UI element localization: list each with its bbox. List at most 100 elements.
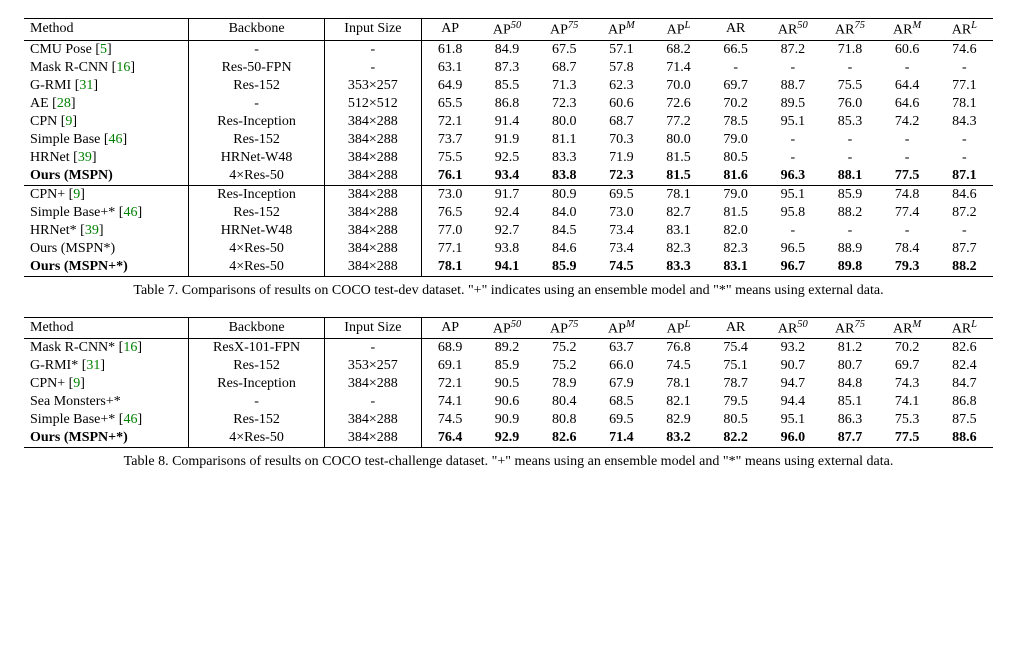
value-cell: 92.7: [478, 222, 535, 240]
value-cell: 80.4: [536, 393, 593, 411]
value-cell: 82.0: [707, 222, 764, 240]
value-cell: 81.5: [707, 204, 764, 222]
backbone-cell: Res-Inception: [189, 113, 325, 131]
column-header: Backbone: [189, 19, 325, 41]
column-header: AR: [707, 19, 764, 41]
value-cell: 74.8: [879, 185, 936, 204]
value-cell: 69.5: [593, 411, 650, 429]
value-cell: 80.0: [536, 113, 593, 131]
value-cell: 88.9: [821, 240, 878, 258]
value-cell: 74.2: [879, 113, 936, 131]
value-cell: 78.9: [536, 375, 593, 393]
value-cell: 94.7: [764, 375, 821, 393]
value-cell: 57.8: [593, 59, 650, 77]
value-cell: 68.2: [650, 40, 707, 59]
column-header: ARM: [879, 19, 936, 41]
value-cell: 70.3: [593, 131, 650, 149]
value-cell: 66.0: [593, 357, 650, 375]
value-cell: 63.7: [593, 339, 650, 358]
value-cell: 73.4: [593, 240, 650, 258]
value-cell: -: [936, 222, 993, 240]
value-cell: 81.6: [707, 167, 764, 186]
method-cell: Ours (MSPN): [24, 167, 189, 186]
value-cell: 70.2: [879, 339, 936, 358]
backbone-cell: Res-152: [189, 204, 325, 222]
value-cell: 73.4: [593, 222, 650, 240]
value-cell: 78.1: [936, 95, 993, 113]
value-cell: 76.1: [421, 167, 478, 186]
value-cell: 94.4: [764, 393, 821, 411]
column-header: AR: [707, 317, 764, 339]
value-cell: 74.5: [421, 411, 478, 429]
column-header: APL: [650, 19, 707, 41]
value-cell: 74.1: [421, 393, 478, 411]
value-cell: 82.4: [936, 357, 993, 375]
value-cell: 75.2: [536, 357, 593, 375]
value-cell: 81.5: [650, 167, 707, 186]
value-cell: 75.5: [421, 149, 478, 167]
value-cell: 85.5: [478, 77, 535, 95]
method-cell: G-RMI* [31]: [24, 357, 189, 375]
value-cell: 77.0: [421, 222, 478, 240]
value-cell: 80.5: [707, 411, 764, 429]
backbone-cell: 4×Res-50: [189, 429, 325, 448]
value-cell: 81.2: [821, 339, 878, 358]
table-7-caption: Table 7. Comparisons of results on COCO …: [24, 283, 993, 299]
value-cell: 88.6: [936, 429, 993, 448]
value-cell: 77.5: [879, 429, 936, 448]
value-cell: 91.9: [478, 131, 535, 149]
value-cell: 77.2: [650, 113, 707, 131]
method-cell: G-RMI [31]: [24, 77, 189, 95]
value-cell: -: [936, 149, 993, 167]
value-cell: 91.4: [478, 113, 535, 131]
column-header: Backbone: [189, 317, 325, 339]
backbone-cell: Res-152: [189, 131, 325, 149]
method-cell: CMU Pose [5]: [24, 40, 189, 59]
value-cell: 93.8: [478, 240, 535, 258]
value-cell: 88.7: [764, 77, 821, 95]
value-cell: 90.5: [478, 375, 535, 393]
input-size-cell: 353×257: [324, 77, 421, 95]
value-cell: 76.0: [821, 95, 878, 113]
input-size-cell: 384×288: [324, 167, 421, 186]
method-cell: Mask R-CNN [16]: [24, 59, 189, 77]
backbone-cell: Res-152: [189, 357, 325, 375]
backbone-cell: 4×Res-50: [189, 258, 325, 277]
value-cell: 81.5: [650, 149, 707, 167]
backbone-cell: -: [189, 40, 325, 59]
input-size-cell: 512×512: [324, 95, 421, 113]
method-cell: Simple Base+* [46]: [24, 411, 189, 429]
column-header: AR75: [821, 19, 878, 41]
value-cell: 82.7: [650, 204, 707, 222]
value-cell: 66.5: [707, 40, 764, 59]
column-header: Method: [24, 19, 189, 41]
value-cell: 83.2: [650, 429, 707, 448]
value-cell: 69.7: [879, 357, 936, 375]
input-size-cell: 384×288: [324, 375, 421, 393]
value-cell: 80.9: [536, 185, 593, 204]
column-header: AP75: [536, 317, 593, 339]
value-cell: 75.3: [879, 411, 936, 429]
value-cell: -: [879, 222, 936, 240]
column-header: AP: [421, 19, 478, 41]
value-cell: 85.9: [536, 258, 593, 277]
value-cell: 72.1: [421, 113, 478, 131]
value-cell: 79.0: [707, 131, 764, 149]
value-cell: 96.3: [764, 167, 821, 186]
table-8: MethodBackboneInput SizeAPAP50AP75APMAPL…: [24, 317, 993, 449]
column-header: APM: [593, 19, 650, 41]
value-cell: 92.4: [478, 204, 535, 222]
value-cell: 84.7: [936, 375, 993, 393]
table-7: MethodBackboneInput SizeAPAP50AP75APMAPL…: [24, 18, 993, 277]
value-cell: 68.7: [536, 59, 593, 77]
value-cell: 65.5: [421, 95, 478, 113]
value-cell: 75.4: [707, 339, 764, 358]
value-cell: 64.4: [879, 77, 936, 95]
input-size-cell: 384×288: [324, 222, 421, 240]
value-cell: 71.3: [536, 77, 593, 95]
value-cell: -: [707, 59, 764, 77]
backbone-cell: Res-152: [189, 77, 325, 95]
method-cell: Ours (MSPN*): [24, 240, 189, 258]
value-cell: -: [879, 149, 936, 167]
value-cell: 60.6: [593, 95, 650, 113]
